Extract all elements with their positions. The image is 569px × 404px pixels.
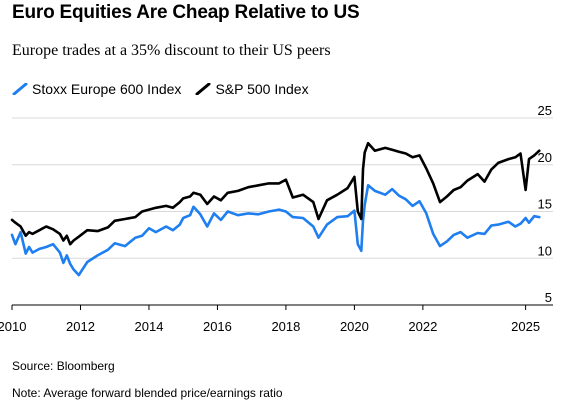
- chart-subtitle: Europe trades at a 35% discount to their…: [12, 42, 331, 59]
- x-tick-label-2020: 2020: [340, 319, 369, 334]
- y-tick-label-20: 20: [538, 150, 552, 165]
- legend-label-sp500: S&P 500 Index: [215, 81, 309, 97]
- y-tick-label-10: 10: [538, 243, 552, 258]
- y-tick-label-5: 5: [545, 290, 552, 305]
- x-tick-label-2014: 2014: [135, 319, 164, 334]
- x-tick-label-2018: 2018: [271, 319, 300, 334]
- chart-legend: Stoxx Europe 600 Index S&P 500 Index: [12, 80, 323, 98]
- x-tick-label-2016: 2016: [203, 319, 232, 334]
- legend-item-stoxx: Stoxx Europe 600 Index: [12, 81, 181, 97]
- legend-item-sp500: S&P 500 Index: [195, 81, 309, 97]
- y-tick-label-15: 15: [538, 197, 552, 212]
- x-tick-label-2012: 2012: [66, 319, 95, 334]
- source-note: Source: Bloomberg: [12, 359, 115, 373]
- legend-label-stoxx: Stoxx Europe 600 Index: [32, 81, 182, 97]
- legend-swatch-stoxx: [12, 83, 28, 95]
- legend-swatch-sp500: [195, 83, 211, 95]
- series-lines: [10, 141, 541, 277]
- footnote: Note: Average forward blended price/earn…: [12, 386, 283, 400]
- x-axis: [11, 304, 553, 310]
- series-line-stoxx: [10, 184, 541, 277]
- series-line-sp500: [10, 141, 541, 246]
- chart-title: Euro Equities Are Cheap Relative to US: [12, 2, 360, 23]
- grid-lines: [12, 117, 553, 259]
- y-tick-labels: 5 10 15 20 25: [538, 103, 552, 305]
- x-tick-label-2010: 2010: [0, 319, 26, 334]
- x-tick-labels: 2010 2012 2014 2016 2018 2020 2022 2025: [0, 319, 540, 334]
- x-tick-label-2022: 2022: [408, 319, 437, 334]
- y-tick-label-25: 25: [538, 103, 552, 118]
- x-tick-label-2025: 2025: [511, 319, 540, 334]
